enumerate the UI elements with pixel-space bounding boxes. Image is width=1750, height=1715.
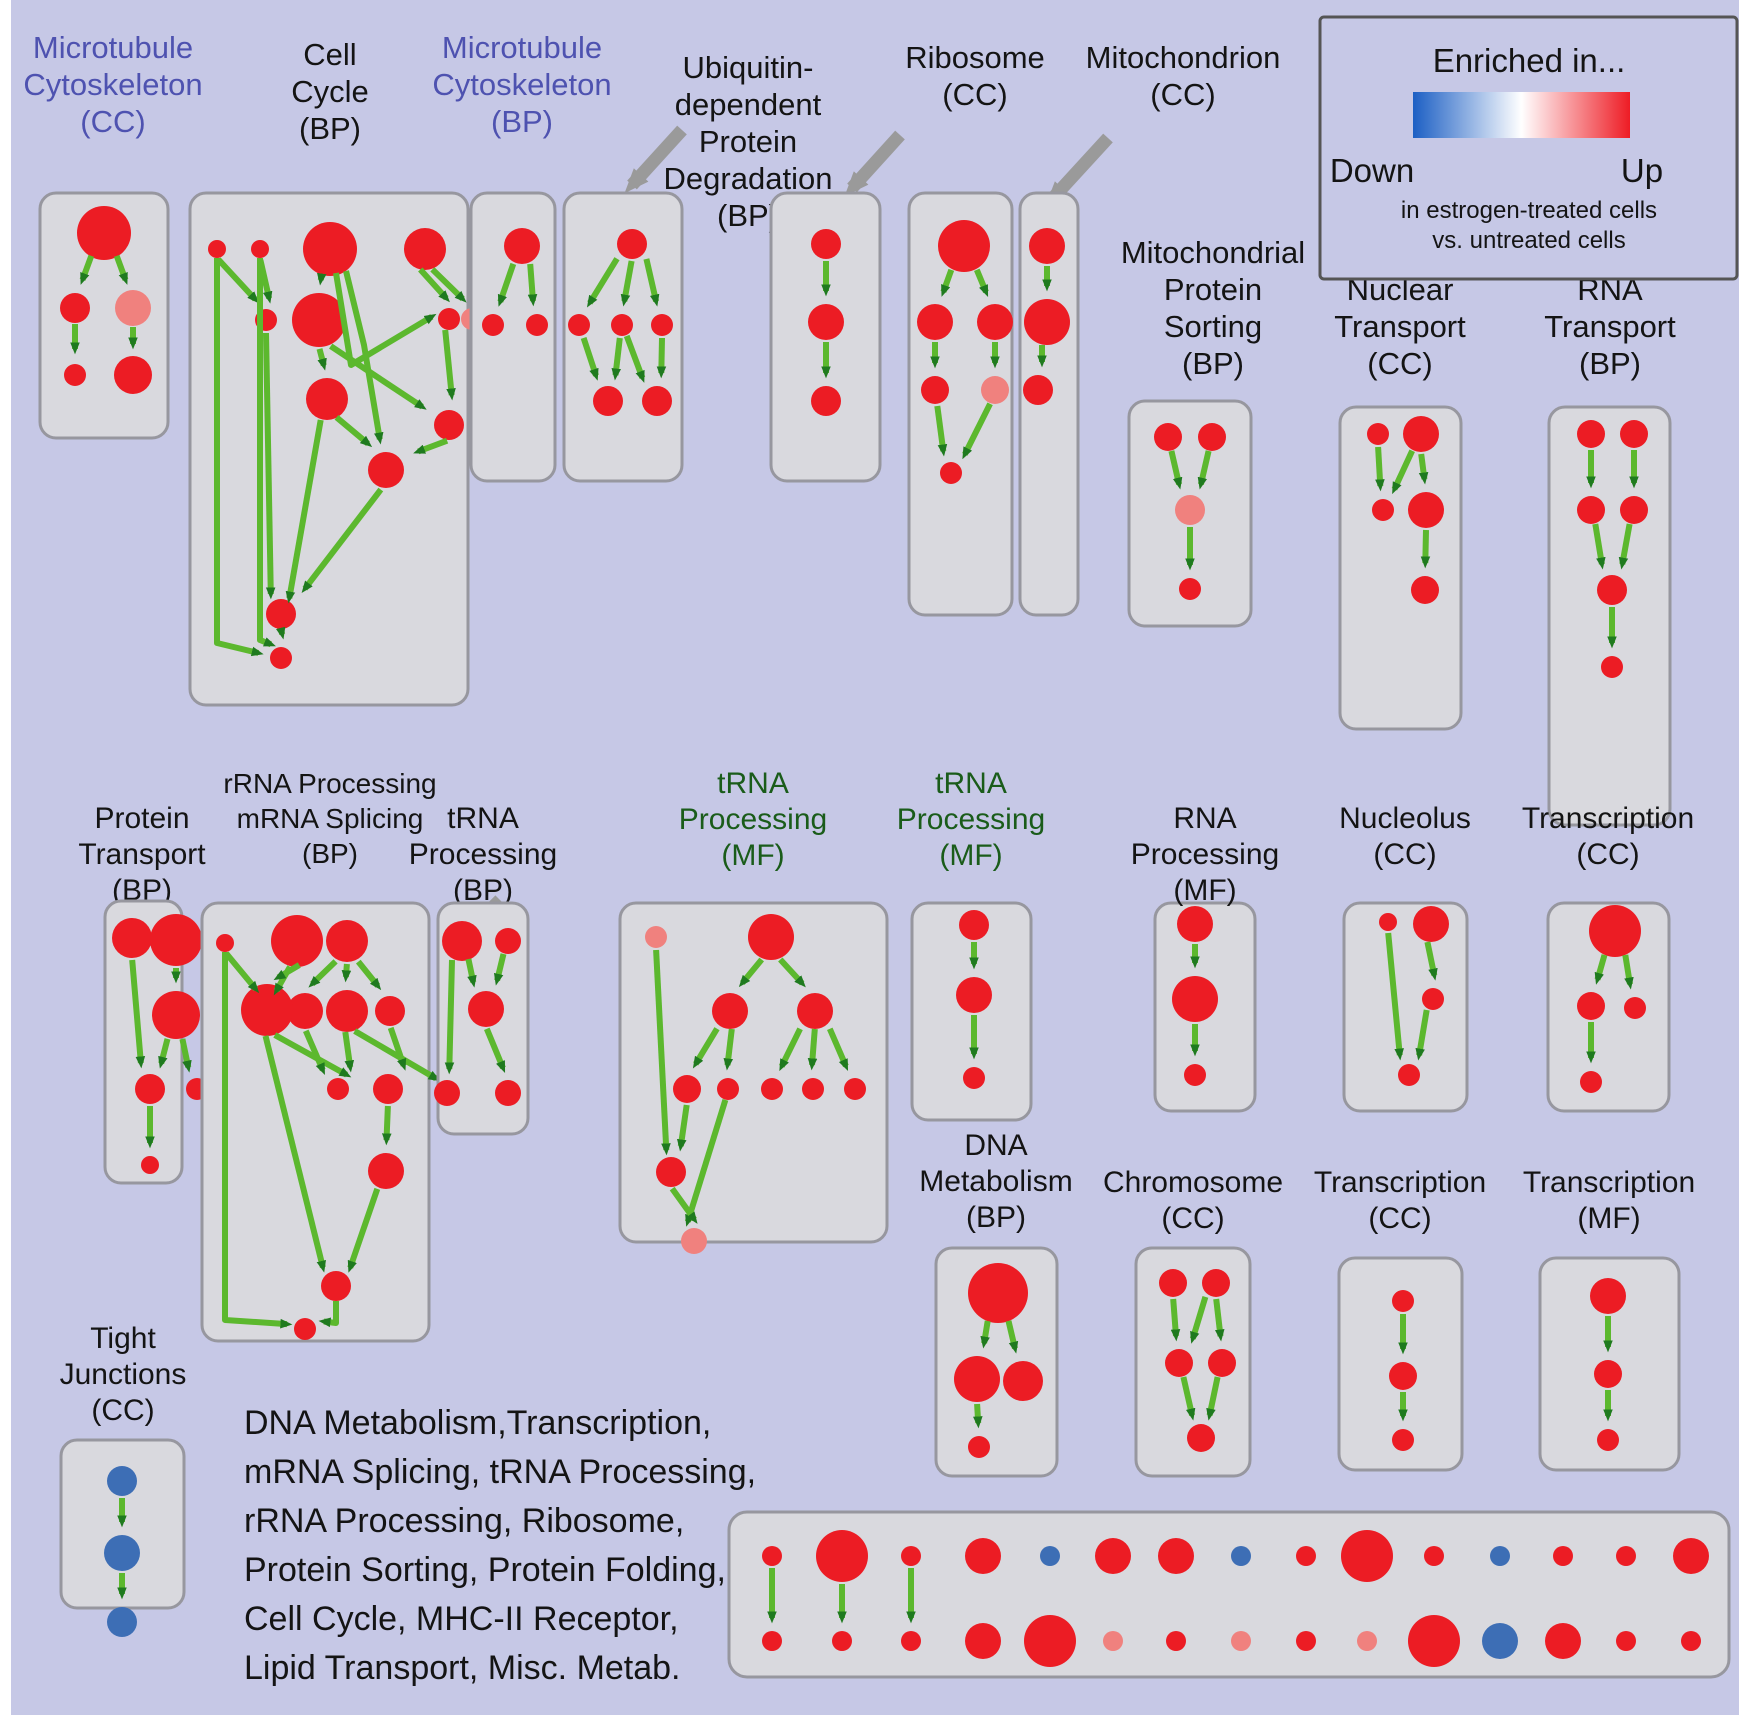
svg-text:(CC): (CC) — [1367, 346, 1432, 381]
svg-text:(BP): (BP) — [302, 838, 358, 869]
svg-text:(CC): (CC) — [1576, 838, 1639, 871]
svg-text:(CC): (CC) — [942, 77, 1007, 112]
svg-text:(BP): (BP) — [1182, 346, 1244, 381]
svg-text:Tight: Tight — [90, 1322, 156, 1355]
svg-text:Cell Cycle, MHC-II Receptor,: Cell Cycle, MHC-II Receptor, — [244, 1600, 679, 1638]
svg-text:Lipid Transport, Misc. Metab.: Lipid Transport, Misc. Metab. — [244, 1649, 681, 1687]
svg-text:(MF): (MF) — [1173, 874, 1236, 907]
svg-text:Mitochondrion: Mitochondrion — [1086, 40, 1281, 75]
svg-text:Degradation: Degradation — [664, 161, 833, 196]
svg-text:RNA: RNA — [1173, 802, 1236, 835]
svg-text:Processing: Processing — [679, 803, 827, 836]
svg-text:vs. untreated cells: vs. untreated cells — [1432, 227, 1625, 254]
svg-text:Protein: Protein — [699, 124, 797, 159]
svg-text:Transcription: Transcription — [1522, 802, 1694, 835]
svg-text:DNA: DNA — [964, 1129, 1027, 1162]
svg-text:Processing: Processing — [1131, 838, 1279, 871]
svg-text:Ribosome: Ribosome — [905, 40, 1045, 75]
svg-text:dependent: dependent — [675, 87, 822, 122]
svg-text:(BP): (BP) — [491, 104, 553, 139]
svg-text:Processing: Processing — [897, 803, 1045, 836]
svg-text:(BP): (BP) — [1579, 346, 1641, 381]
svg-text:Metabolism: Metabolism — [919, 1165, 1072, 1198]
svg-text:Enriched in...: Enriched in... — [1433, 42, 1626, 79]
svg-text:(BP): (BP) — [299, 111, 361, 146]
svg-text:Up: Up — [1621, 152, 1663, 189]
svg-text:Cycle: Cycle — [291, 74, 369, 109]
svg-text:Transport: Transport — [1334, 309, 1466, 344]
svg-text:Sorting: Sorting — [1164, 309, 1262, 344]
svg-text:mRNA Splicing: mRNA Splicing — [237, 803, 424, 834]
svg-text:Cytoskeleton: Cytoskeleton — [432, 67, 611, 102]
svg-text:Transcription: Transcription — [1314, 1166, 1486, 1199]
svg-text:Mitochondrial: Mitochondrial — [1121, 235, 1305, 270]
svg-text:tRNA: tRNA — [935, 767, 1007, 800]
svg-text:rRNA Processing, Ribosome,: rRNA Processing, Ribosome, — [244, 1502, 684, 1540]
svg-text:Down: Down — [1330, 152, 1414, 189]
svg-text:Chromosome: Chromosome — [1103, 1166, 1283, 1199]
svg-text:(CC): (CC) — [1161, 1202, 1224, 1235]
svg-text:tRNA: tRNA — [717, 767, 789, 800]
svg-text:in estrogen-treated cells: in estrogen-treated cells — [1401, 197, 1657, 224]
svg-text:(CC): (CC) — [91, 1394, 154, 1427]
svg-text:Protein: Protein — [94, 802, 189, 835]
svg-text:Processing: Processing — [409, 838, 557, 871]
svg-text:Ubiquitin-: Ubiquitin- — [683, 50, 814, 85]
svg-text:tRNA: tRNA — [447, 802, 519, 835]
svg-text:Protein Sorting, Protein Foldi: Protein Sorting, Protein Folding, — [244, 1551, 726, 1589]
svg-text:Microtubule: Microtubule — [442, 30, 602, 65]
svg-text:Cytoskeleton: Cytoskeleton — [23, 67, 202, 102]
svg-text:(CC): (CC) — [1150, 77, 1215, 112]
svg-text:Microtubule: Microtubule — [33, 30, 193, 65]
svg-text:Nucleolus: Nucleolus — [1339, 802, 1471, 835]
svg-text:Junctions: Junctions — [60, 1358, 187, 1391]
svg-text:(MF): (MF) — [1577, 1202, 1640, 1235]
svg-text:Transport: Transport — [1544, 309, 1676, 344]
svg-text:(MF): (MF) — [721, 839, 784, 872]
svg-text:(CC): (CC) — [1368, 1202, 1431, 1235]
svg-text:Transport: Transport — [78, 838, 206, 871]
svg-text:Protein: Protein — [1164, 272, 1262, 307]
svg-text:(CC): (CC) — [1373, 838, 1436, 871]
svg-text:rRNA Processing: rRNA Processing — [223, 768, 436, 799]
svg-text:(MF): (MF) — [939, 839, 1002, 872]
svg-text:(CC): (CC) — [80, 104, 145, 139]
svg-text:(BP): (BP) — [966, 1201, 1026, 1234]
svg-text:DNA Metabolism,Transcription,: DNA Metabolism,Transcription, — [244, 1404, 711, 1442]
svg-text:Transcription: Transcription — [1523, 1166, 1695, 1199]
svg-text:mRNA Splicing, tRNA Processing: mRNA Splicing, tRNA Processing, — [244, 1453, 756, 1491]
svg-text:Cell: Cell — [303, 37, 356, 72]
